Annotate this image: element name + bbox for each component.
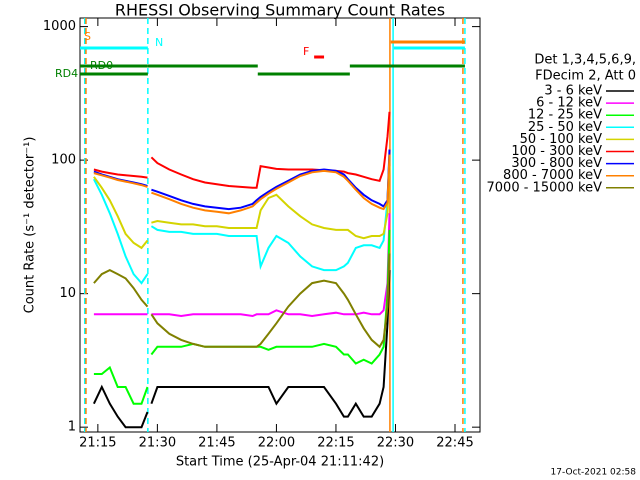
x-tick-label: 22:00 bbox=[258, 436, 295, 451]
legend-label: 7000 - 15000 keV bbox=[487, 180, 603, 195]
y-tick-label: 1 bbox=[68, 420, 76, 435]
series-line bbox=[93, 213, 391, 318]
legend-label: 6 - 12 keV bbox=[536, 96, 602, 111]
x-tick-label: 22:45 bbox=[436, 436, 473, 451]
series-line bbox=[93, 229, 391, 405]
legend-label: 3 - 6 keV bbox=[544, 84, 602, 99]
flag-label: N bbox=[155, 36, 163, 49]
y-tick-label: 1000 bbox=[43, 19, 76, 34]
series-line bbox=[93, 166, 391, 250]
y-axis-label: Count Rate (s⁻¹ detector⁻¹) bbox=[23, 137, 38, 314]
x-axis-label: Start Time (25-Apr-04 21:11:42) bbox=[176, 455, 384, 470]
flag-label: S bbox=[84, 30, 91, 43]
x-tick-label: 21:15 bbox=[79, 436, 116, 451]
x-tick-label: 22:30 bbox=[377, 436, 414, 451]
footer: 17-Oct-2021 02:58 bbox=[551, 468, 637, 478]
series-line bbox=[93, 154, 391, 285]
plot-frame bbox=[79, 17, 481, 433]
legend-header: FDecim 2, Att 0 bbox=[535, 69, 636, 84]
flag-label: RD4 bbox=[55, 67, 78, 80]
legend-label: 800 - 7000 keV bbox=[503, 168, 602, 183]
y-tick-label: 10 bbox=[59, 286, 76, 301]
legend-header: Det 1,3,4,5,6,9, bbox=[534, 53, 636, 68]
legend-label: 100 - 300 keV bbox=[511, 144, 602, 159]
legend-label: 300 - 800 keV bbox=[511, 156, 602, 171]
series-line bbox=[93, 253, 391, 349]
legend-label: 25 - 50 keV bbox=[528, 120, 602, 135]
y-tick-label: 100 bbox=[51, 153, 76, 168]
legend-label: 50 - 100 keV bbox=[520, 132, 603, 147]
chart-title: RHESSI Observing Summary Count Rates bbox=[115, 1, 445, 20]
x-tick-label: 21:30 bbox=[139, 436, 176, 451]
x-tick-label: 21:45 bbox=[198, 436, 235, 451]
flag-label: F bbox=[303, 45, 309, 58]
legend-label: 12 - 25 keV bbox=[528, 108, 602, 123]
series-line bbox=[93, 154, 391, 215]
series-line bbox=[93, 111, 391, 189]
series-line bbox=[92, 270, 391, 429]
x-tick-label: 22:15 bbox=[317, 436, 354, 451]
